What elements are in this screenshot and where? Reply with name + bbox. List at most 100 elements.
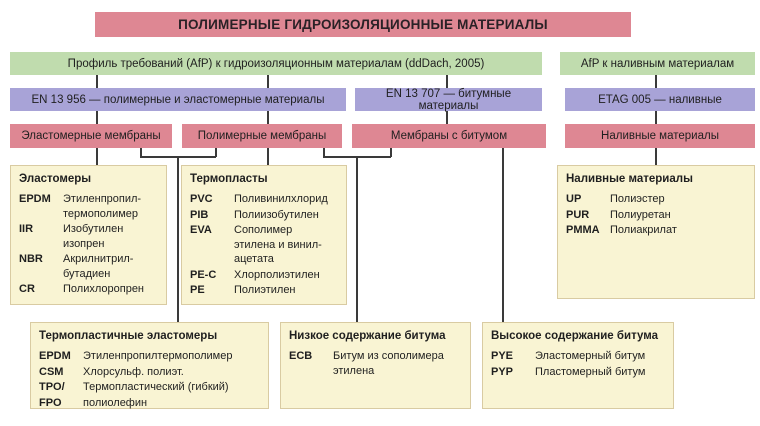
- material-abbr: PUR: [566, 208, 590, 221]
- material-abbr: PE: [190, 284, 205, 297]
- material-item: ECB Битум из сополимера этилена: [289, 349, 462, 378]
- material-list: ECB Битум из сополимера этилена: [289, 349, 462, 378]
- group-title: Высокое содержание битума: [491, 330, 658, 342]
- connector-line: [655, 148, 657, 165]
- node-bitumen-membranes: Мембраны с битумом: [352, 124, 546, 148]
- material-name: Полихлоропрен: [63, 283, 145, 296]
- material-name: Термопластический (гибкий): [83, 381, 229, 394]
- group-high-bitumen: Высокое содержание битума PYE Эластомерн…: [482, 322, 674, 409]
- node-polymeric-membranes: Полимерные мембраны: [182, 124, 342, 148]
- group-title: Термопластичные эластомеры: [39, 330, 218, 342]
- material-name: Полиакрилат: [610, 224, 677, 237]
- connector-line: [446, 75, 448, 88]
- node-en-13956: EN 13 956 — полимерные и эластомерные ма…: [10, 88, 346, 111]
- group-title: Эластомеры: [19, 173, 92, 185]
- material-list: EPDM Этиленпропилтермополимер CSM Хлорсу…: [39, 349, 260, 410]
- group-title: Термопласты: [190, 173, 268, 185]
- material-item: PYE Эластомерный битум: [491, 349, 665, 364]
- material-abbr: TPO/: [39, 381, 65, 394]
- material-item: NBR Акрилнитрил- бутадиен: [19, 252, 158, 281]
- node-elastomeric-membranes: Эластомерные мембраны: [10, 124, 172, 148]
- material-abbr: EPDM: [19, 193, 51, 205]
- group-low-bitumen: Низкое содержание битума ECB Битум из со…: [280, 322, 471, 409]
- node-liquid-materials: Наливные материалы: [565, 124, 755, 148]
- material-name: Хлорполиэтилен: [234, 268, 320, 281]
- node-etag-005: ETAG 005 — наливные: [565, 88, 755, 111]
- material-abbr: CR: [19, 283, 35, 296]
- material-name: Полиэстер: [610, 193, 665, 205]
- material-item: PUR Полиуретан: [566, 208, 746, 223]
- material-abbr: PMMA: [566, 224, 600, 237]
- material-name: Хлорсульф. полиэт.: [83, 365, 184, 378]
- material-name: Эластомерный битум: [535, 350, 646, 362]
- material-item: EVA Сополимер этилена и винил- ацетата: [190, 223, 338, 267]
- material-list: UP Полиэстер PUR Полиуретан PMMA Полиакр…: [566, 192, 746, 238]
- material-name: Изобутилен изопрен: [63, 223, 124, 250]
- material-name: Этиленпропилтермополимер: [83, 350, 233, 362]
- material-item: EPDM Этиленпропил- термополимер: [19, 192, 158, 221]
- material-name: Поливинилхлорид: [234, 193, 328, 205]
- material-item: TPO/ Термопластический (гибкий): [39, 380, 260, 395]
- group-thermoplastics: Термопласты PVC Поливинилхлорид PIB Поли…: [181, 165, 347, 305]
- connector-line: [267, 111, 269, 124]
- connector-line: [390, 148, 392, 157]
- material-abbr: IIR: [19, 223, 34, 236]
- connector-line: [356, 156, 358, 322]
- material-name: Полиэтилен: [234, 284, 296, 297]
- connector-line: [96, 75, 98, 88]
- material-name: Битум из сополимера этилена: [333, 350, 444, 377]
- material-item: PVC Поливинилхлорид: [190, 192, 338, 207]
- material-abbr: NBR: [19, 253, 43, 266]
- material-abbr: EVA: [190, 224, 212, 237]
- material-item: IIR Изобутилен изопрен: [19, 222, 158, 251]
- connector-line: [267, 148, 269, 165]
- material-item: PIB Полиизобутилен: [190, 208, 338, 223]
- material-item: UP Полиэстер: [566, 192, 746, 207]
- connector-line: [655, 111, 657, 124]
- material-abbr: EPDM: [39, 350, 71, 362]
- material-list: PVC Поливинилхлорид PIB Полиизобутилен E…: [190, 192, 338, 298]
- node-afp-main: Профиль требований (AfP) к гидроизоляцио…: [10, 52, 542, 75]
- material-abbr: PYP: [491, 365, 514, 378]
- material-item: CSM Хлорсульф. полиэт.: [39, 365, 260, 380]
- connector-line: [502, 148, 504, 322]
- material-abbr: PVC: [190, 193, 213, 205]
- group-liquid-materials: Наливные материалы UP Полиэстер PUR Поли…: [557, 165, 755, 299]
- connector-line: [215, 148, 217, 157]
- material-abbr: PE-C: [190, 268, 217, 281]
- material-item: FPO полиолефин: [39, 396, 260, 411]
- material-item: EPDM Этиленпропилтермополимер: [39, 349, 260, 364]
- connector-line: [323, 148, 325, 157]
- material-abbr: FPO: [39, 396, 62, 409]
- connector-line: [96, 148, 98, 165]
- material-abbr: ECB: [289, 350, 313, 362]
- material-item: PE Полиэтилен: [190, 283, 338, 298]
- material-list: EPDM Этиленпропил- термополимер IIR Изоб…: [19, 192, 158, 297]
- material-abbr: UP: [566, 193, 582, 205]
- material-name: Пластомерный битум: [535, 365, 646, 378]
- group-title: Наливные материалы: [566, 173, 693, 185]
- material-item: PE-C Хлорполиэтилен: [190, 268, 338, 283]
- diagram-title: ПОЛИМЕРНЫЕ ГИДРОИЗОЛЯЦИОННЫЕ МАТЕРИАЛЫ: [95, 12, 631, 37]
- material-name: полиолефин: [83, 396, 148, 409]
- material-abbr: CSM: [39, 365, 64, 378]
- material-list: PYE Эластомерный битум PYP Пластомерный …: [491, 349, 665, 379]
- node-en-13707: EN 13 707 — битумные материалы: [355, 88, 542, 112]
- connector-line: [446, 111, 448, 124]
- material-abbr: PYE: [491, 350, 514, 362]
- material-name: Полиизобутилен: [234, 208, 319, 221]
- material-abbr: PIB: [190, 208, 209, 221]
- node-afp-liquid: AfP к наливным материалам: [560, 52, 755, 75]
- material-name: Этиленпропил- термополимер: [63, 193, 142, 220]
- material-name: Полиуретан: [610, 208, 671, 221]
- material-item: PYP Пластомерный битум: [491, 365, 665, 380]
- group-elastomers: Эластомеры EPDM Этиленпропил- термополим…: [10, 165, 167, 305]
- material-name: Сополимер этилена и винил- ацетата: [234, 224, 322, 266]
- group-thermoplastic-elastomers: Термопластичные эластомеры EPDM Этиленпр…: [30, 322, 269, 409]
- material-name: Акрилнитрил- бутадиен: [63, 253, 134, 280]
- connector-line: [96, 111, 98, 124]
- material-item: CR Полихлоропрен: [19, 282, 158, 297]
- connector-line: [267, 75, 269, 88]
- connector-line: [140, 148, 142, 157]
